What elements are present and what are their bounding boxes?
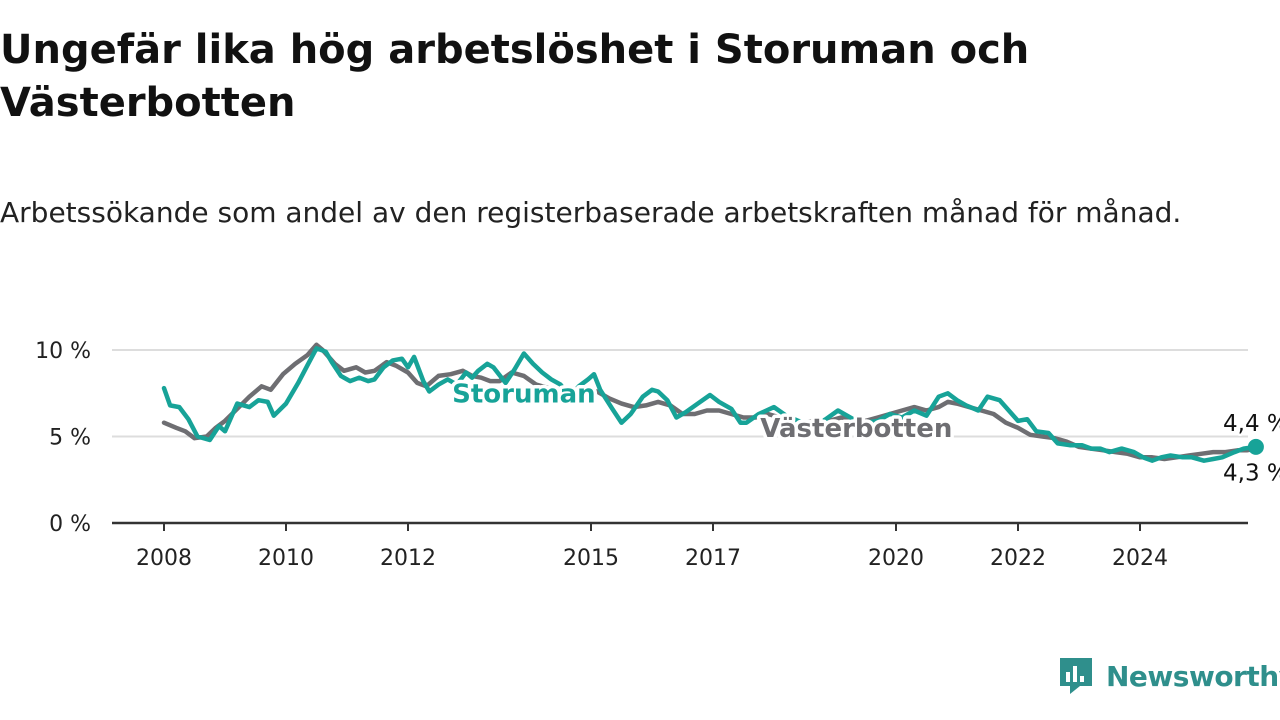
- series-line-storuman: [161, 346, 1259, 463]
- line-chart: 0 %5 %10 % 2008 2010 2012 2015 2017 2020 2022 2…: [35, 339, 1280, 571]
- series-label-storuman: Storuman: [452, 379, 596, 409]
- newsworthy-logo-icon: [1060, 658, 1092, 694]
- chart-title: Ungefär lika hög arbetslöshet i Storuman…: [0, 27, 1030, 126]
- series-label-vasterbotten: Västerbotten: [760, 414, 952, 444]
- x-tick-label: 2024: [1112, 546, 1168, 571]
- end-point-storuman: [1247, 438, 1264, 455]
- y-tick-label: 5 %: [49, 426, 91, 451]
- y-tick-label: 0 %: [49, 512, 91, 537]
- x-tick-label: 2008: [136, 546, 192, 571]
- chart-subtitle: Arbetssökande som andel av den registerb…: [0, 196, 1182, 229]
- x-tick-label: 2017: [685, 546, 741, 571]
- series-labels: Storuman Västerbotten 4,4 % 4,3 %: [449, 376, 1280, 489]
- x-tick-label: 2020: [868, 546, 924, 571]
- x-axis: 2008 2010 2012 2015 2017 2020 2022 2024: [136, 523, 1168, 571]
- brand-name: Newsworthy: [1106, 659, 1280, 693]
- x-tick-label: 2012: [380, 546, 436, 571]
- gridlines: [112, 349, 1248, 438]
- x-tick-label: 2015: [563, 546, 619, 571]
- series-lines: [161, 342, 1259, 463]
- y-tick-label: 10 %: [35, 339, 91, 364]
- x-tick-label: 2010: [258, 546, 314, 571]
- brand-logo: Newsworthy: [1058, 654, 1280, 698]
- series-line-vasterbotten: [161, 342, 1259, 462]
- x-tick-label: 2022: [990, 546, 1046, 571]
- end-label-storuman: 4,4 %: [1223, 411, 1280, 437]
- end-label-vasterbotten: 4,3 %: [1223, 461, 1280, 487]
- y-axis: 0 % 5 % 10 %: [35, 339, 91, 537]
